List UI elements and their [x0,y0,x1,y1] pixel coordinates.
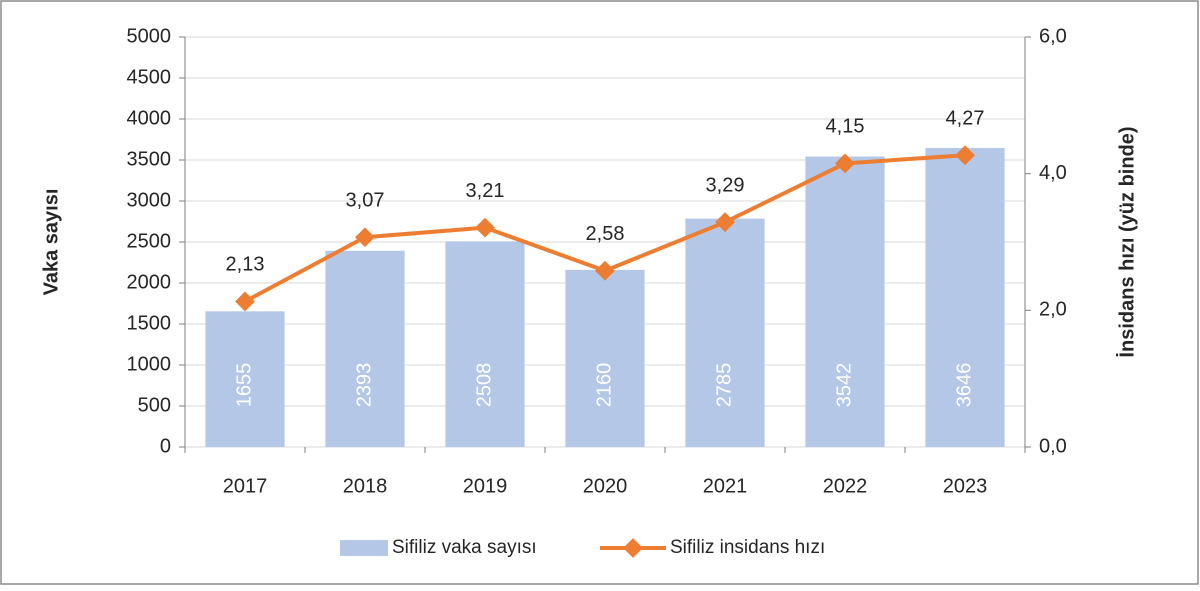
bar [325,250,405,447]
line-marker [235,291,255,312]
y-tick-label: 3000 [127,189,172,211]
bar [205,311,285,447]
legend-swatch [340,540,388,556]
y-tick-label: 1500 [127,312,172,334]
line-marker [595,260,615,281]
line-marker [475,217,495,238]
y-tick-label: 1000 [127,353,172,375]
y-tick-label: 4000 [127,107,172,129]
x-tick-label: 2019 [463,475,508,497]
x-tick-label: 2018 [343,475,388,497]
bar-value-label: 2785 [713,363,735,408]
bar [925,148,1005,447]
x-tick-label: 2023 [943,475,988,497]
y-tick-label: 5000 [127,25,172,47]
y-tick-label: 2000 [127,271,172,293]
bar [565,269,645,447]
y2-tick-label: 0,0 [1039,435,1067,457]
y2-tick-label: 6,0 [1039,25,1067,47]
bar [445,241,525,447]
x-tick-label: 2022 [823,475,868,497]
line-value-label: 3,07 [346,189,385,211]
y-tick-label: 500 [138,394,171,416]
bar-value-label: 3542 [833,363,855,408]
y-tick-label: 0 [160,435,171,457]
line-value-label: 3,29 [706,174,745,196]
y2-axis-label: İnsidans hızı (yüz binde) [1115,126,1138,357]
bar [805,156,885,447]
line-value-label: 2,58 [586,223,625,245]
bar-value-label: 2393 [353,363,375,408]
legend-label: Sifiliz vaka sayısı [392,537,537,558]
y-tick-label: 3500 [127,148,172,170]
y-axis-label: Vaka sayısı [40,189,62,296]
legend-label: Sifiliz insidans hızı [670,537,825,558]
bar-value-label: 2160 [593,363,615,408]
legend-marker [623,538,643,558]
y2-tick-label: 4,0 [1039,162,1067,184]
line-value-label: 4,15 [826,116,865,138]
x-tick-label: 2020 [583,475,628,497]
bar-value-label: 1655 [233,363,255,408]
bar-value-label: 3646 [953,363,975,408]
line-value-label: 4,27 [946,107,985,129]
bar-value-label: 2508 [473,363,495,408]
line-marker [355,227,375,248]
line-value-label: 3,21 [466,180,505,202]
y-tick-label: 2500 [127,230,172,252]
y-tick-label: 4500 [127,66,172,88]
x-tick-label: 2021 [703,475,748,497]
y2-tick-label: 2,0 [1039,299,1067,321]
x-tick-label: 2017 [223,475,268,497]
line-value-label: 2,13 [226,254,265,276]
bar [685,218,765,447]
